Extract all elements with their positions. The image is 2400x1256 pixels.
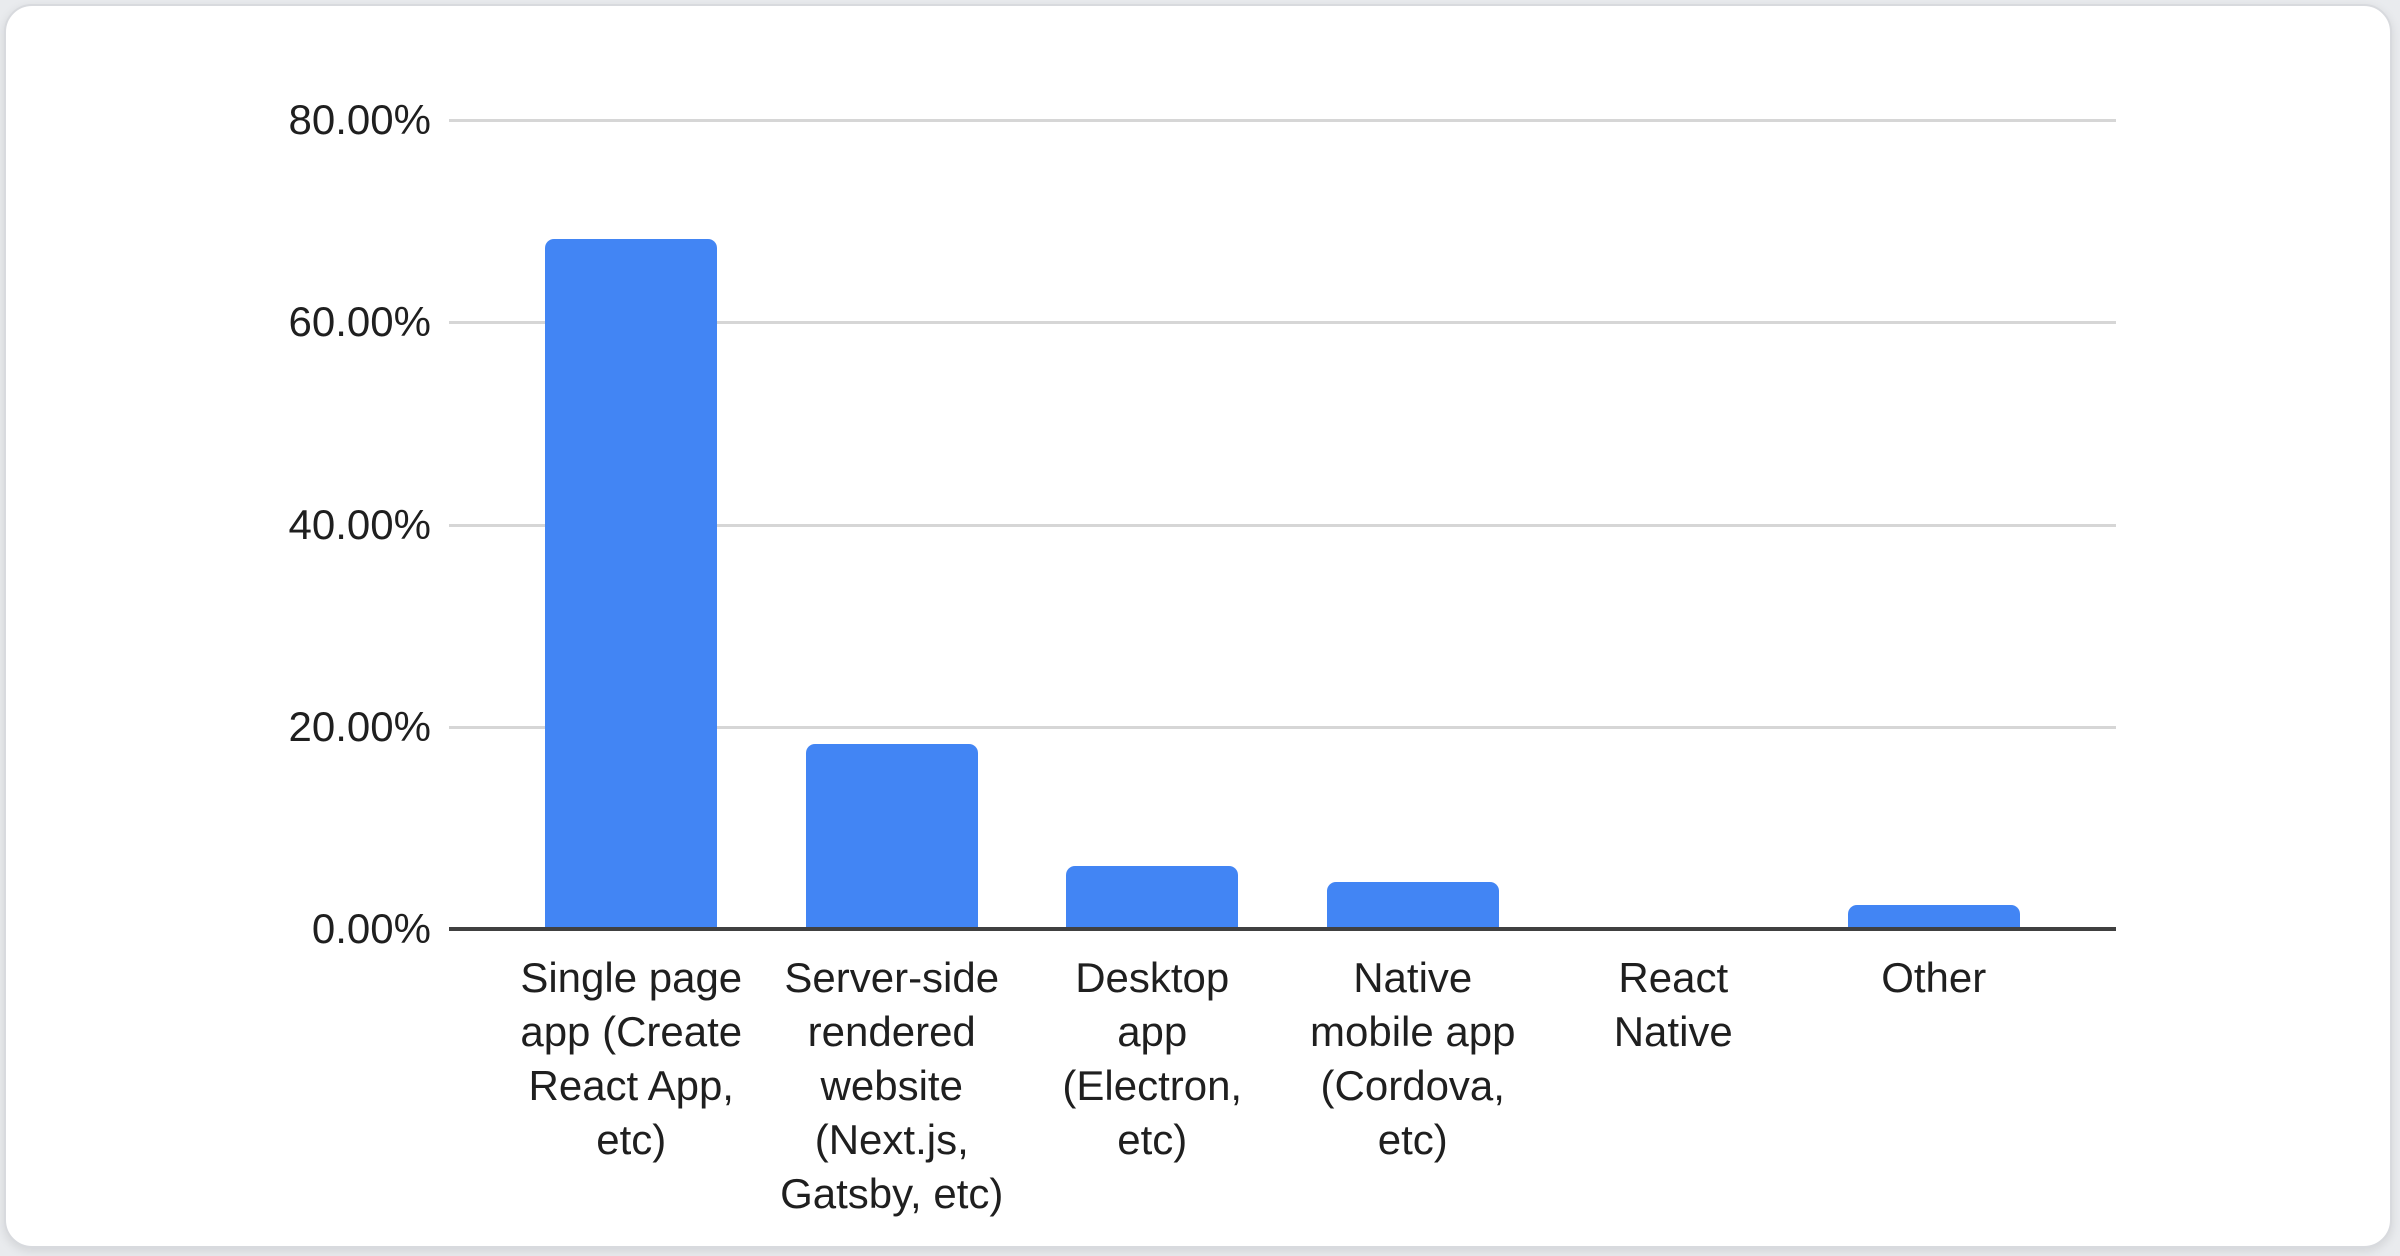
category-slot: Other — [1804, 951, 2065, 1005]
category-label: React Native — [1613, 954, 1733, 1055]
bar-slot — [1283, 120, 1544, 929]
bar — [545, 239, 718, 929]
gridline — [449, 321, 2116, 325]
category-slot: Native mobile app (Cordova, etc) — [1283, 951, 1544, 1167]
category-slot: Single page app (Create React App, etc) — [501, 951, 762, 1167]
plot-area — [449, 119, 2116, 931]
bar-slot — [1804, 120, 2065, 929]
category-label: Native mobile app (Cordova, etc) — [1310, 954, 1516, 1163]
x-axis: Single page app (Create React App, etc) S… — [449, 951, 2116, 1221]
y-axis: 80.00% 60.00% 40.00% 20.00% 0.00% — [6, 96, 431, 952]
category-slot: React Native — [1543, 951, 1804, 1059]
chart-card: 80.00% 60.00% 40.00% 20.00% 0.00% Single pag… — [4, 4, 2392, 1248]
bar-slot — [1543, 120, 1804, 929]
gridline — [449, 523, 2116, 527]
category-label: Server-side rendered website (Next.js, G… — [780, 954, 1004, 1217]
gridline — [449, 119, 2116, 122]
bar-series — [449, 120, 2116, 929]
bar — [1847, 904, 2020, 929]
y-axis-tick-label: 20.00% — [288, 702, 431, 750]
bar-slot — [501, 120, 762, 929]
category-slot: Desktop app (Electron, etc) — [1022, 951, 1283, 1167]
y-axis-tick-label: 80.00% — [288, 96, 431, 143]
category-label: Single page app (Create React App, etc) — [520, 954, 743, 1163]
y-axis-tick-label: 0.00% — [311, 905, 431, 952]
category-label: Desktop app (Electron, etc) — [1062, 954, 1243, 1163]
bar — [805, 743, 978, 929]
y-axis-tick-label: 60.00% — [288, 298, 431, 346]
category-slot: Server-side rendered website (Next.js, G… — [762, 951, 1023, 1221]
bar-slot — [762, 120, 1023, 929]
bar-slot — [1022, 120, 1283, 929]
x-axis-line — [449, 927, 2116, 931]
category-label: Other — [1881, 954, 1987, 1001]
bar — [1326, 882, 1499, 929]
y-axis-tick-label: 40.00% — [288, 500, 431, 548]
gridline — [449, 725, 2116, 729]
bar — [1066, 866, 1239, 929]
